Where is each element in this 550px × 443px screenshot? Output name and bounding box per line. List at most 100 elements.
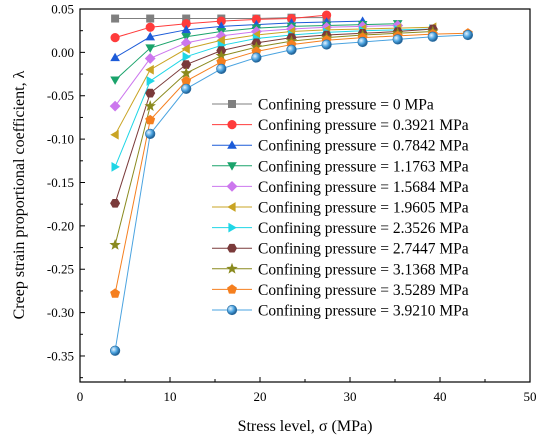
data-point [251,14,261,25]
y-tick-label: 0.05 [51,2,74,17]
data-point [181,25,192,34]
data-point [357,36,368,48]
legend-label: Confining pressure = 2.7447 MPa [258,241,469,258]
legend-item: Confining pressure = 3.5289 MPa [212,282,469,299]
data-point [216,35,225,46]
legend-label: Confining pressure = 1.1763 MPa [258,158,469,175]
x-tick-label: 40 [434,389,447,404]
data-point [144,100,156,112]
data-point [145,22,155,32]
data-point [180,67,192,79]
legend-item: Confining pressure = 0.3921 MPa [212,117,469,134]
x-tick-label: 0 [77,389,84,404]
y-tick-label: -0.20 [47,218,74,233]
legend-item: Confining pressure = 1.5684 MPa [212,179,469,196]
legend-label: Confining pressure = 1.9605 MPa [258,200,469,217]
legend-label: Confining pressure = 1.5684 MPa [258,179,469,196]
data-point [321,39,332,50]
data-point [109,238,121,250]
data-point [146,76,155,86]
y-tick-label: -0.35 [47,348,74,363]
data-point [181,83,192,94]
y-tick-label: -0.25 [47,262,74,277]
data-point [110,288,121,298]
data-point [182,14,191,23]
legend-item: Confining pressure = 2.7447 MPa [212,241,469,258]
legend-label: Confining pressure = 0.7842 MPa [258,138,469,155]
data-point [110,198,121,208]
legend-label: Confining pressure = 3.9210 MPa [258,303,469,320]
x-tick-label: 30 [344,389,357,404]
y-tick-label: -0.10 [47,132,74,147]
series-line [114,26,433,136]
legend-marker [227,284,237,294]
data-point [145,31,156,41]
series-line [114,31,433,246]
y-tick-label: -0.15 [47,175,74,190]
data-point [111,14,120,23]
data-point [286,44,297,55]
data-point [109,345,121,356]
data-point [110,52,120,62]
series-line [114,28,433,168]
legend-marker [227,243,237,253]
data-point [181,44,190,54]
data-point [215,49,228,61]
legend-marker [228,222,237,233]
data-point [145,64,154,75]
legend-item: Confining pressure = 2.3526 MPa [212,220,469,237]
data-point [216,16,226,26]
data-point [216,63,227,74]
data-point [145,44,156,53]
data-point [145,88,156,98]
x-tick-label: 20 [254,389,267,404]
legend-label: Confining pressure = 3.5289 MPa [258,282,469,299]
data-point [144,53,156,64]
data-point [322,10,332,20]
data-point [216,21,227,30]
series-line [114,20,363,59]
legend-item: Confining pressure = 1.1763 MPa [212,158,469,175]
legend-item: Confining pressure = 3.9210 MPa [212,303,469,320]
legend-marker [226,304,238,316]
data-point [146,14,155,23]
legend-item: Confining pressure = 1.9605 MPa [212,200,469,217]
series-10 [109,29,474,356]
series-layer [109,10,474,356]
data-point [145,128,156,140]
legend-marker [227,162,237,171]
y-tick-label: -0.30 [47,305,74,320]
x-tick-label: 50 [524,389,537,404]
data-point [181,33,192,42]
legend-marker [227,140,237,149]
series-line [114,28,433,204]
data-point [109,100,121,112]
legend-marker [228,100,236,108]
data-point [110,33,120,43]
data-point [182,51,191,62]
data-point [427,31,438,42]
legend-label: Confining pressure = 3.1368 MPa [258,261,469,278]
data-point [181,75,192,86]
legend-label: Confining pressure = 0.3921 MPa [258,117,469,134]
legend-label: Confining pressure = 0 MPa [258,97,434,114]
legend-marker [226,181,238,192]
data-point [216,56,227,67]
data-point [251,52,262,63]
x-tick-label: 10 [164,389,177,404]
x-axis-title: Stress level, σ (MPa) [238,418,373,435]
data-point [392,34,403,45]
legend-item: Confining pressure = 0.7842 MPa [212,138,469,155]
legend-item: Confining pressure = 3.1368 MPa [212,261,469,278]
y-tick-label: 0.00 [51,45,74,60]
data-point [110,129,119,140]
data-point [110,76,120,85]
data-point [181,60,192,69]
data-point [180,37,192,49]
legend: Confining pressure = 0 MPa Confining pres… [212,97,469,320]
data-point [462,29,474,41]
data-point [181,19,191,29]
y-tick-label: -0.05 [47,88,74,103]
data-point [111,162,120,172]
legend-marker [227,202,236,212]
